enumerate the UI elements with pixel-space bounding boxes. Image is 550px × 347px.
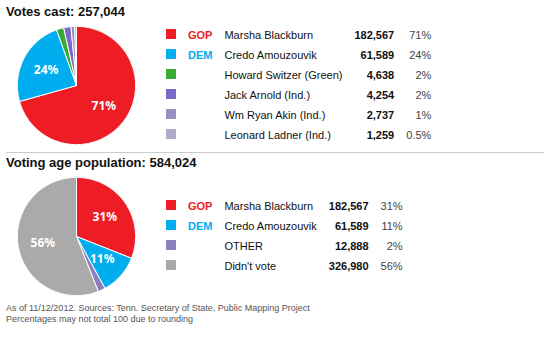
html-text:Didn't vote: Didn't vote [224,260,277,272]
html-text:Jack Arnold (Ind.): Jack Arnold (Ind.) [224,89,310,101]
svg-text:24%: 24% [34,61,59,78]
html-text:12,888: 12,888 [334,240,369,252]
html-text:0.5%: 0.5% [406,129,432,141]
html-text:Votes cast: 257,044: Votes cast: 257,044 [6,4,125,19]
html-text:DEM: DEM [188,220,213,232]
svg-text:31%: 31% [93,208,118,225]
svg-text:11%: 11% [90,250,115,267]
html-text:Leonard Ladner (Ind.): Leonard Ladner (Ind.) [224,129,331,141]
html-text:11%: 11% [381,220,403,232]
svg-text:56%: 56% [31,234,56,251]
html-text:4,254: 4,254 [366,89,395,101]
html-text:Marsha Blackburn: Marsha Blackburn [224,29,314,41]
html-text:182,567: 182,567 [354,29,395,41]
html-text:326,980: 326,980 [328,260,369,272]
html-text:As of 11/12/2012. Sources: Ten: As of 11/12/2012. Sources: Tenn. Secreta… [6,303,310,324]
html-text:Howard Switzer (Green): Howard Switzer (Green) [224,69,343,81]
svg-text:71%: 71% [92,97,117,114]
html-text:Marsha Blackburn: Marsha Blackburn [224,200,314,212]
html-text:Credo Amouzouvik: Credo Amouzouvik [224,49,317,61]
html-text:2%: 2% [415,69,432,81]
html-text:2%: 2% [386,240,403,252]
html-text:71%: 71% [409,29,432,41]
html-text:24%: 24% [409,49,432,61]
html-text:31%: 31% [380,200,403,212]
html-text:1,259: 1,259 [366,129,395,141]
html-text:56%: 56% [380,260,403,272]
html-text:2%: 2% [415,89,432,101]
html-text:4,638: 4,638 [366,69,395,81]
html-text:2,737: 2,737 [366,109,395,121]
html-text:1%: 1% [415,109,432,121]
html-text:Wm Ryan Akin (Ind.): Wm Ryan Akin (Ind.) [224,109,326,121]
html-text:OTHER: OTHER [224,240,263,252]
html-text:61,589: 61,589 [334,220,369,232]
html-text:182,567: 182,567 [328,200,369,212]
html-text:GOP: GOP [188,29,213,41]
html-text:DEM: DEM [188,49,213,61]
html-text:GOP: GOP [188,200,213,212]
html-text:Credo Amouzouvik: Credo Amouzouvik [224,220,317,232]
html-text:Voting age population: 584,024: Voting age population: 584,024 [6,155,197,170]
html-text:61,589: 61,589 [360,49,395,61]
